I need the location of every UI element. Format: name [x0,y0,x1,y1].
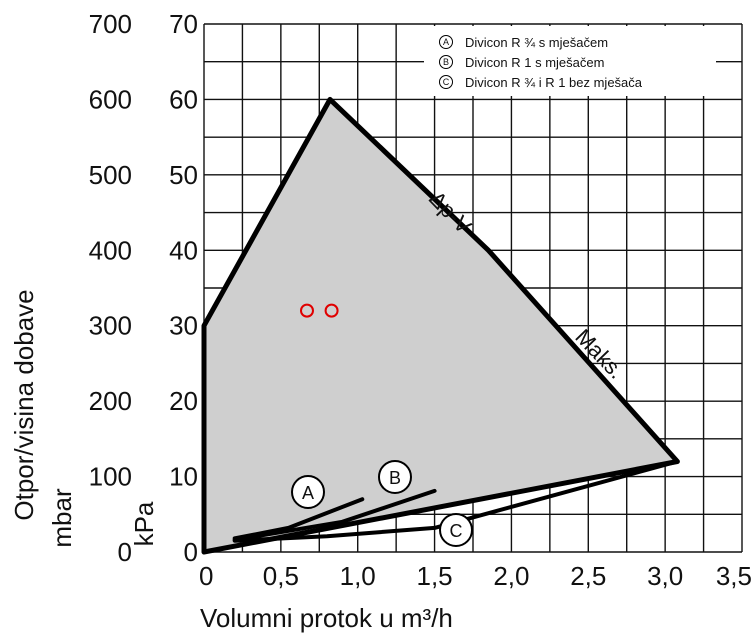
y-tick-label-mbar: 0 [118,537,132,567]
y-tick-label-kpa: 50 [169,160,198,190]
resistance-curves [232,459,680,543]
legend: A Divicon R ¾ s mješačem B Divicon R 1 s… [424,26,716,96]
x-tick-label: 0,5 [263,561,299,591]
x-tick-labels: 0 0,5 1,0 1,5 2,0 2,5 3,0 3,5 [199,561,752,591]
operating-point-2 [324,303,339,318]
legend-marker-a: A [443,37,449,47]
y-axis-unit-mbar: mbar [47,488,77,548]
legend-marker-b: B [443,57,449,67]
x-tick-label: 3,5 [716,561,752,591]
curve-b [232,488,437,542]
y-axis-title-mbar: Otpor/visina dobave [9,289,39,520]
legend-item-a: A Divicon R ¾ s mješačem [439,35,608,50]
curve-c [232,459,680,543]
y-tick-label-mbar: 500 [89,160,132,190]
y-tick-label-kpa: 0 [184,537,198,567]
marker-b-letter: B [389,468,401,488]
legend-item-b: B Divicon R 1 s mješačem [439,55,604,70]
y-tick-label-mbar: 600 [89,84,132,114]
y-tick-label-kpa: 40 [169,235,198,265]
marker-c-letter: C [450,521,463,541]
x-tick-label: 2,0 [493,561,529,591]
legend-label-b: Divicon R 1 s mješačem [465,55,604,70]
x-tick-label: 1,0 [340,561,376,591]
y-tick-label-mbar: 400 [89,235,132,265]
x-tick-label: 0 [199,561,213,591]
marker-b: B [378,460,412,494]
y-tick-label-kpa: 70 [169,9,198,39]
y-tick-label-mbar: 700 [89,9,132,39]
marker-a-letter: A [302,483,314,503]
y-tick-label-kpa: 20 [169,386,198,416]
y-tick-label-mbar: 300 [89,311,132,341]
legend-label-a: Divicon R ¾ s mješačem [465,35,608,50]
legend-marker-c: C [443,77,450,87]
marker-a: A [291,475,325,509]
y-tick-label-mbar: 100 [89,462,132,492]
marker-c: C [439,513,473,547]
y-tick-label-kpa: 30 [169,311,198,341]
y-tick-label-mbar: 200 [89,386,132,416]
y-axis-unit-kpa: kPa [129,501,159,546]
y-tick-labels-kpa: 0 10 20 30 40 50 60 70 [169,9,198,567]
operating-envelope [201,96,680,555]
x-axis-title: Volumni protok u m³/h [200,603,453,633]
y-tick-labels-mbar: 0 100 200 300 400 500 600 700 [89,9,132,567]
operating-points [299,303,339,318]
y-tick-label-kpa: 60 [169,84,198,114]
legend-label-c: Divicon R ¾ i R 1 bez mješača [465,75,643,90]
legend-item-c: C Divicon R ¾ i R 1 bez mješača [439,75,643,90]
x-tick-label: 1,5 [416,561,452,591]
x-tick-label: 3,0 [647,561,683,591]
operating-point-1 [299,303,314,318]
y-tick-label-kpa: 10 [169,462,198,492]
x-tick-label: 2,5 [570,561,606,591]
